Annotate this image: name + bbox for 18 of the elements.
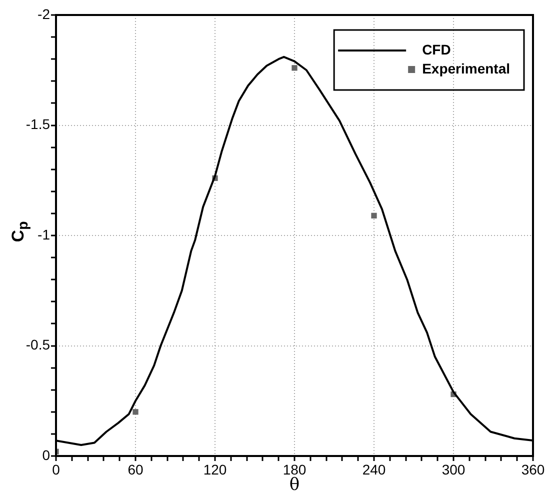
point	[292, 65, 298, 71]
y-tick-label: -1.5	[26, 116, 50, 132]
point	[371, 212, 377, 218]
y-tick-label: -0.5	[26, 336, 50, 353]
x-tick-label: 300	[442, 461, 466, 478]
x-tick-label: 120	[203, 461, 227, 478]
x-tick-label: 240	[362, 461, 386, 478]
x-tick-label: 360	[521, 461, 545, 478]
legend-label: CFD	[422, 41, 451, 58]
x-tick-label: 180	[282, 461, 306, 478]
point	[132, 409, 138, 415]
y-tick-label: 0	[42, 446, 50, 463]
y-tick-label: -1	[38, 226, 50, 242]
x-tick-label: 0	[52, 461, 60, 478]
x-axis-title: θ	[289, 475, 300, 496]
x-tick-label: 60	[128, 461, 144, 478]
y-tick-label: -2	[38, 6, 50, 22]
legend-label: Experimental	[422, 60, 510, 76]
